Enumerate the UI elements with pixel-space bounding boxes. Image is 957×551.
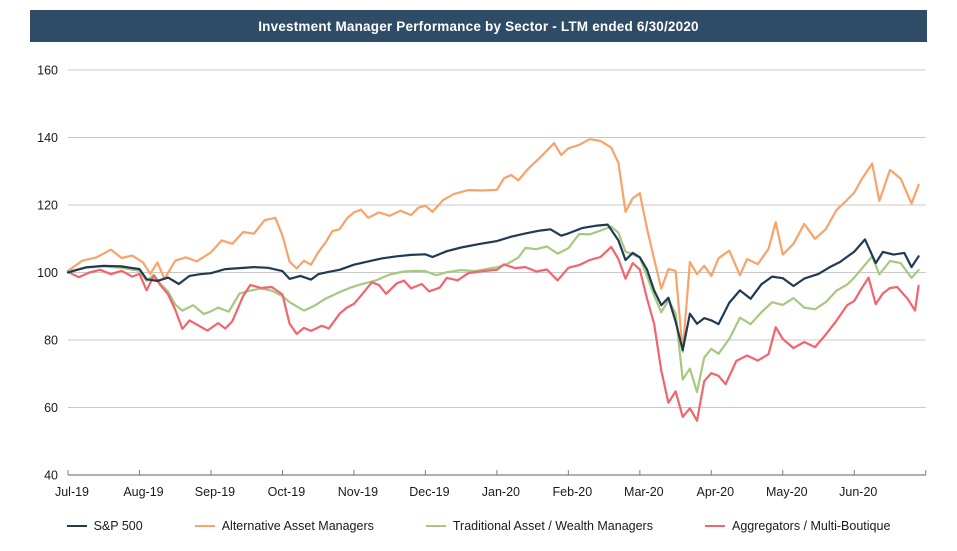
y-tick-label-120: 120 <box>37 199 58 213</box>
x-tick-label-Dec-19: Dec-19 <box>409 485 449 499</box>
x-tick-label-Sep-19: Sep-19 <box>195 485 235 499</box>
legend-label-s-p-500: S&P 500 <box>93 519 143 533</box>
legend-item-aggregators-multi-boutique: Aggregators / Multi-Boutique <box>704 519 891 533</box>
legend-item-s-p-500: S&P 500 <box>66 519 143 533</box>
x-tick-label-Apr-20: Apr-20 <box>697 485 735 499</box>
legend-item-alternative-asset-managers: Alternative Asset Managers <box>194 519 374 533</box>
x-tick-label-Mar-20: Mar-20 <box>624 485 664 499</box>
series-line-traditional-asset-wealth-managers <box>66 225 920 394</box>
legend-label-aggregators-multi-boutique: Aggregators / Multi-Boutique <box>731 519 891 533</box>
x-tick-label-Jul-19: Jul-19 <box>55 485 89 499</box>
y-tick-label-40: 40 <box>44 469 58 483</box>
legend-swatch-aggregators-multi-boutique <box>704 525 725 527</box>
chart-title: Investment Manager Performance by Sector… <box>258 18 699 34</box>
series-line-s-p-500 <box>66 223 920 352</box>
x-tick-label-Oct-19: Oct-19 <box>268 485 306 499</box>
legend-swatch-alternative-asset-managers <box>194 525 215 527</box>
x-tick-label-Nov-19: Nov-19 <box>338 485 378 499</box>
y-tick-label-60: 60 <box>44 401 58 415</box>
legend-item-traditional-asset-wealth-managers: Traditional Asset / Wealth Managers <box>425 519 653 533</box>
x-tick-label-May-20: May-20 <box>766 485 808 499</box>
x-tick-label-Jun-20: Jun-20 <box>839 485 877 499</box>
legend-swatch-traditional-asset-wealth-managers <box>425 525 446 527</box>
y-tick-label-100: 100 <box>37 266 58 280</box>
chart-legend: S&P 500 Alternative Asset Managers Traditi… <box>0 519 957 533</box>
legend-label-traditional-asset-wealth-managers: Traditional Asset / Wealth Managers <box>452 519 653 533</box>
x-tick-label-Feb-20: Feb-20 <box>553 485 593 499</box>
x-tick-label-Aug-19: Aug-19 <box>123 485 163 499</box>
series-line-aggregators-multi-boutique <box>66 245 920 422</box>
legend-swatch-s-p-500 <box>66 525 87 527</box>
y-tick-label-160: 160 <box>37 64 58 78</box>
y-tick-label-80: 80 <box>44 334 58 348</box>
chart-title-bar: Investment Manager Performance by Sector… <box>30 10 927 42</box>
series-line-alternative-asset-managers <box>66 138 920 353</box>
legend-label-alternative-asset-managers: Alternative Asset Managers <box>221 519 374 533</box>
x-tick-label-Jan-20: Jan-20 <box>482 485 520 499</box>
y-tick-label-140: 140 <box>37 131 58 145</box>
